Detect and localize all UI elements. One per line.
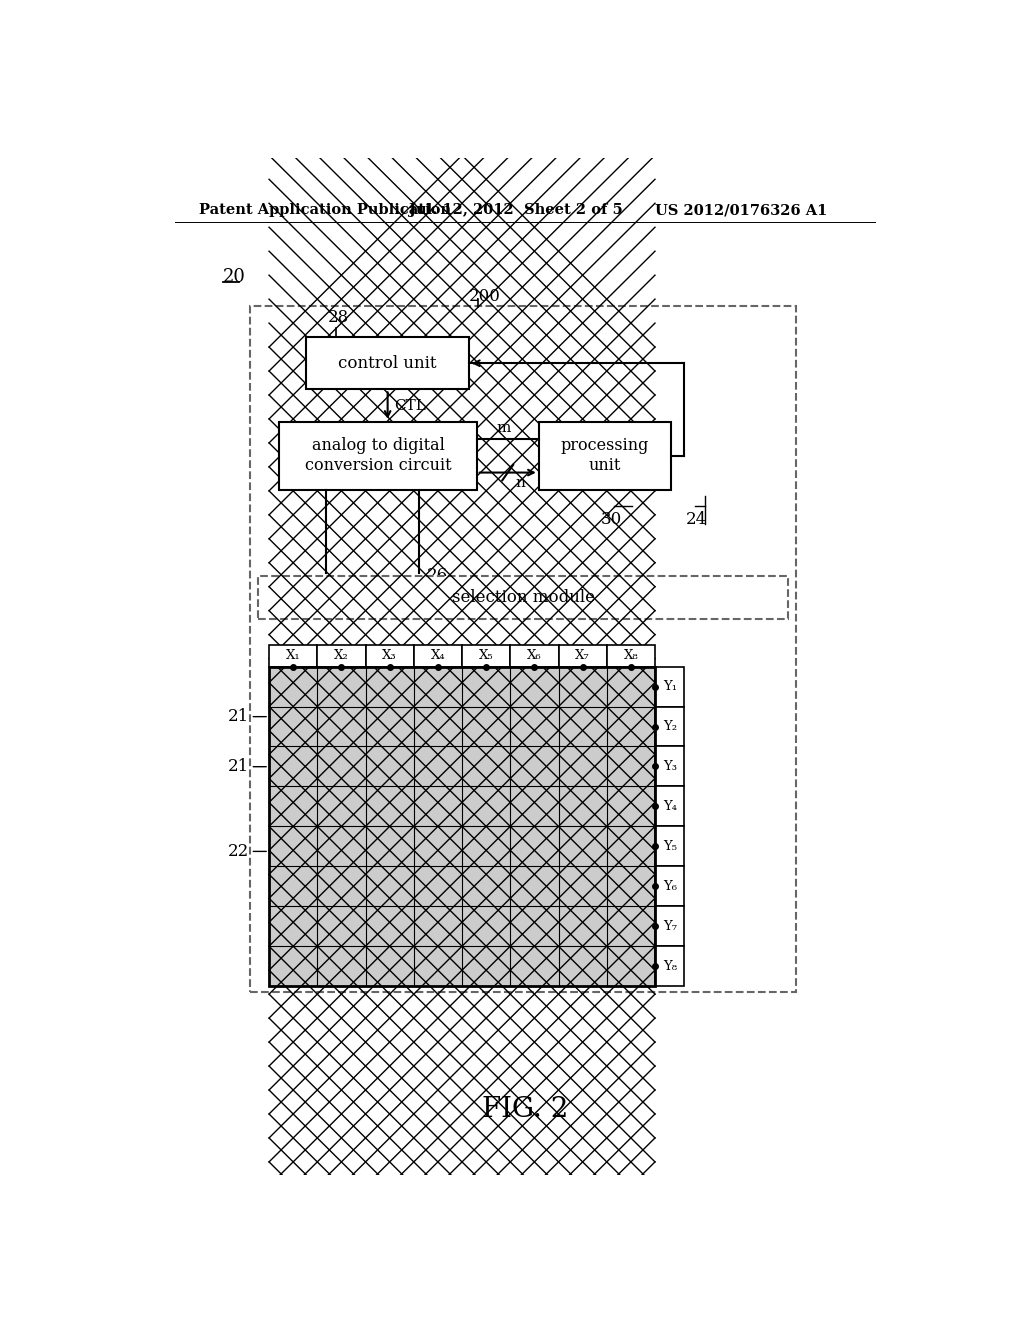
- Text: analog to digital
conversion circuit: analog to digital conversion circuit: [304, 437, 452, 474]
- Text: Y₆: Y₆: [663, 880, 677, 892]
- Text: Y₁: Y₁: [663, 680, 677, 693]
- Text: Jul. 12, 2012  Sheet 2 of 5: Jul. 12, 2012 Sheet 2 of 5: [409, 203, 623, 216]
- Bar: [655, 907, 684, 946]
- Text: X₃: X₃: [382, 649, 397, 663]
- Bar: [317, 645, 366, 667]
- Bar: [558, 645, 607, 667]
- Text: Y₂: Y₂: [663, 719, 677, 733]
- Bar: [269, 667, 655, 986]
- Bar: [280, 422, 477, 490]
- Text: processing
unit: processing unit: [560, 437, 649, 474]
- Text: 1: 1: [331, 579, 337, 590]
- Bar: [269, 645, 317, 667]
- Bar: [655, 667, 684, 706]
- Text: m: m: [497, 421, 511, 434]
- Text: 20: 20: [222, 268, 246, 285]
- Bar: [655, 826, 684, 866]
- Text: X₆: X₆: [527, 649, 542, 663]
- Bar: [655, 866, 684, 907]
- Bar: [655, 706, 684, 747]
- Text: n: n: [423, 579, 430, 590]
- Text: X₇: X₇: [575, 649, 590, 663]
- Text: CTL: CTL: [394, 399, 426, 413]
- Text: 26: 26: [426, 566, 447, 583]
- Text: X₁: X₁: [286, 649, 300, 663]
- Text: control unit: control unit: [338, 355, 437, 372]
- Bar: [251, 306, 796, 991]
- Text: 22: 22: [227, 843, 249, 859]
- Bar: [655, 787, 684, 826]
- Bar: [414, 645, 462, 667]
- Text: 21: 21: [227, 758, 249, 775]
- Bar: [655, 946, 684, 986]
- Text: 28: 28: [328, 309, 349, 326]
- Text: selection module: selection module: [452, 589, 595, 606]
- Text: · · ·: · · ·: [356, 581, 387, 598]
- Text: 21: 21: [227, 708, 249, 725]
- Text: FIG. 2: FIG. 2: [481, 1096, 568, 1123]
- Text: US 2012/0176326 A1: US 2012/0176326 A1: [655, 203, 827, 216]
- Text: X₅: X₅: [479, 649, 494, 663]
- Bar: [462, 645, 510, 667]
- Text: 24: 24: [686, 511, 708, 528]
- Text: L: L: [413, 581, 423, 598]
- Text: L: L: [319, 581, 331, 598]
- Bar: [655, 747, 684, 787]
- Bar: [539, 422, 671, 490]
- Bar: [269, 667, 655, 986]
- Bar: [607, 645, 655, 667]
- Bar: [306, 337, 469, 389]
- Text: Y₃: Y₃: [663, 760, 677, 774]
- Text: X₂: X₂: [334, 649, 349, 663]
- Bar: [366, 645, 414, 667]
- Text: Y₈: Y₈: [663, 960, 677, 973]
- Text: X₄: X₄: [430, 649, 445, 663]
- Text: 200: 200: [469, 288, 501, 305]
- Bar: [258, 576, 788, 619]
- Text: Y₇: Y₇: [663, 920, 677, 933]
- Text: 30: 30: [601, 511, 622, 528]
- Text: n: n: [515, 477, 525, 491]
- Text: Patent Application Publication: Patent Application Publication: [200, 203, 452, 216]
- Bar: [510, 645, 558, 667]
- Text: Y₅: Y₅: [663, 840, 677, 853]
- Text: X₈: X₈: [624, 649, 638, 663]
- Text: Y₄: Y₄: [663, 800, 677, 813]
